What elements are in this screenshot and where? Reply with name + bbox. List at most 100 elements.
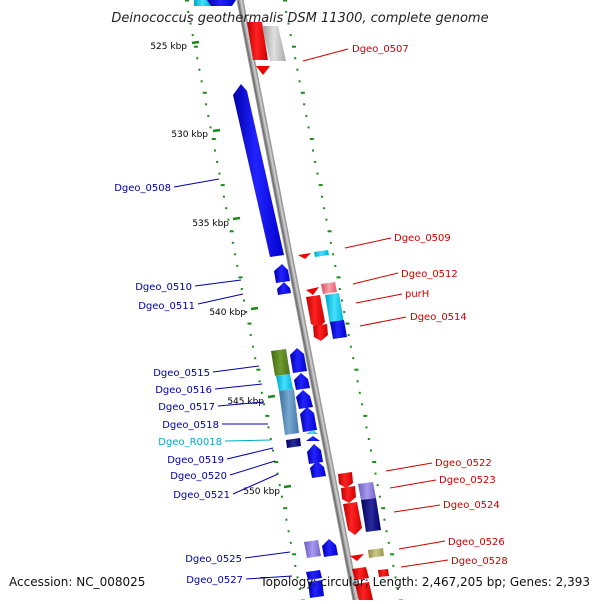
tick-dot <box>332 253 335 256</box>
gene-label-dgeo-0509[interactable]: Dgeo_0509 <box>394 233 451 244</box>
tick-dot <box>267 426 270 429</box>
gene-glyph[interactable] <box>358 482 376 500</box>
gene-label-dgeo-0507[interactable]: Dgeo_0507 <box>352 44 409 55</box>
tick-dot <box>312 149 314 152</box>
accession-label: Accession: NC_008025 <box>9 575 145 589</box>
gene-label-dgeo-0512[interactable]: Dgeo_0512 <box>401 269 458 280</box>
gene-glyph-dgeo-r0018[interactable] <box>286 438 301 448</box>
tick-dot <box>231 241 234 244</box>
gene-glyph[interactable] <box>296 390 313 409</box>
map-title: Deinococcus geothermalis DSM 11300, comp… <box>111 11 488 26</box>
gene-glyph[interactable] <box>294 373 310 390</box>
gene-glyph-dgeo-0511[interactable] <box>277 282 291 295</box>
gene-glyph-dgeo-0524[interactable] <box>343 502 362 535</box>
gene-glyph[interactable] <box>207 0 236 6</box>
tick-dot <box>289 541 292 544</box>
gene-glyph[interactable] <box>308 580 324 598</box>
gene-glyph-dgeo-0516[interactable] <box>276 374 293 391</box>
gene-glyph-dgeo-0528[interactable] <box>352 567 369 580</box>
tick-dot <box>294 564 297 567</box>
gene-label-dgeo-0515[interactable]: Dgeo_0515 <box>153 368 210 379</box>
gene-label-dgeo-0520[interactable]: Dgeo_0520 <box>170 471 227 482</box>
gene-label-dgeo-0521[interactable]: Dgeo_0521 <box>173 490 230 501</box>
tick-dot <box>314 161 317 163</box>
map-footer: Accession: NC_008025 Topology: circular;… <box>9 575 590 589</box>
gene-glyph-dgeo-0517[interactable] <box>279 389 299 435</box>
gene-label-dgeo-0518[interactable]: Dgeo_0518 <box>162 420 219 431</box>
gene-glyph-dgeo-0519[interactable] <box>306 436 320 441</box>
gene-glyph-grey[interactable] <box>262 26 286 61</box>
gene-glyph-dgeo-0509[interactable] <box>298 253 311 259</box>
tick-dot <box>236 264 239 267</box>
tick-dot <box>227 218 230 221</box>
gene-glyph-dgeo-0508[interactable] <box>233 84 284 257</box>
gene-glyph[interactable] <box>314 250 329 257</box>
tick-dot <box>361 403 364 406</box>
gene-glyph-dgeo-0523[interactable] <box>341 486 356 503</box>
tick-dot <box>298 588 301 590</box>
gene-label-dgeo-0527[interactable]: Dgeo_0527 <box>186 575 243 586</box>
gene-label-dgeo-0511[interactable]: Dgeo_0511 <box>138 301 195 312</box>
tick-dot <box>285 518 288 521</box>
gene-label-dgeo-0517[interactable]: Dgeo_0517 <box>158 402 215 413</box>
gene-glyph-dgeo-0526[interactable] <box>368 548 384 558</box>
gene-glyph-dgeo-0522[interactable] <box>338 472 353 488</box>
gene-label-purH[interactable]: purH <box>405 289 429 300</box>
gene-glyph-dgeo-0512[interactable] <box>321 282 337 294</box>
gene-glyph[interactable] <box>306 287 319 295</box>
gene-glyph[interactable] <box>306 295 325 328</box>
tick-dot <box>283 0 287 2</box>
gene-label-dgeo-0519[interactable]: Dgeo_0519 <box>167 455 224 466</box>
tick-dot <box>220 184 225 187</box>
gene-glyph[interactable] <box>322 539 338 557</box>
gene-glyph[interactable] <box>355 582 373 600</box>
gene-glyph-dgeo-0521[interactable] <box>310 461 326 478</box>
gene-label-dgeo-0516[interactable]: Dgeo_0516 <box>155 385 212 396</box>
gene-label-dgeo-0525[interactable]: Dgeo_0525 <box>185 554 242 565</box>
gene-glyph-purH[interactable] <box>325 293 344 325</box>
gene-glyph[interactable] <box>306 430 318 434</box>
tick-dot <box>187 11 190 13</box>
gene-label-dgeo-0514[interactable]: Dgeo_0514 <box>410 312 467 323</box>
genome-backbone <box>236 0 360 601</box>
tick-dot <box>372 461 377 463</box>
tick-dot <box>287 22 290 25</box>
gene-glyph-dgeo-0515[interactable] <box>271 349 290 376</box>
gene-glyph[interactable] <box>256 66 270 75</box>
gene-glyph-dgeo-0525[interactable] <box>304 540 321 558</box>
gene-label-dgeo-0528[interactable]: Dgeo_0528 <box>451 556 508 567</box>
gene-glyph-dgeo-0527[interactable] <box>306 570 322 580</box>
tick-dot <box>289 34 292 37</box>
gene-label-dgeo-0522[interactable]: Dgeo_0522 <box>435 458 492 469</box>
gene-glyph[interactable] <box>378 569 389 577</box>
gene-glyph-dgeo-0520[interactable] <box>307 444 323 464</box>
gene-label-dgeo-0510[interactable]: Dgeo_0510 <box>135 282 192 293</box>
tick-dot <box>309 138 314 140</box>
tick-dot <box>383 518 386 521</box>
scale-labels: 525 kbp 530 kbp 535 kbp 540 kbp 545 kbp … <box>150 40 292 497</box>
gene-label-dgeo-0526[interactable]: Dgeo_0526 <box>448 537 505 548</box>
gene-label-dgeo-0524[interactable]: Dgeo_0524 <box>443 500 500 511</box>
gene-glyph-dgeo-0507[interactable] <box>247 22 268 60</box>
gene-label-dgeo-0508[interactable]: Dgeo_0508 <box>114 183 171 194</box>
tick-dot <box>387 541 390 544</box>
tick-dot <box>285 11 288 13</box>
gene-glyph-dgeo-0510[interactable] <box>274 264 290 283</box>
gene-glyph[interactable] <box>313 324 328 341</box>
gene-glyph[interactable] <box>361 498 381 532</box>
tick-dot <box>323 207 326 210</box>
tick-dot <box>294 57 297 60</box>
tick-dot <box>218 172 221 175</box>
gene-glyph[interactable] <box>290 348 307 373</box>
gene-glyph[interactable] <box>350 554 364 561</box>
gene-glyph-dgeo-0518[interactable] <box>300 407 317 432</box>
gene-label-dgeo-0523[interactable]: Dgeo_0523 <box>439 475 496 486</box>
right-gene-labels: Dgeo_0507 Dgeo_0509 Dgeo_0512 purH Dgeo_… <box>302 44 508 568</box>
tick-dot <box>336 276 341 279</box>
gene-glyph[interactable] <box>194 0 211 6</box>
gene-glyph-dgeo-0514[interactable] <box>330 320 347 339</box>
tick-dot <box>390 553 395 556</box>
tick-dot <box>363 414 368 417</box>
gene-label-dgeo-r0018[interactable]: Dgeo_R0018 <box>158 437 222 448</box>
